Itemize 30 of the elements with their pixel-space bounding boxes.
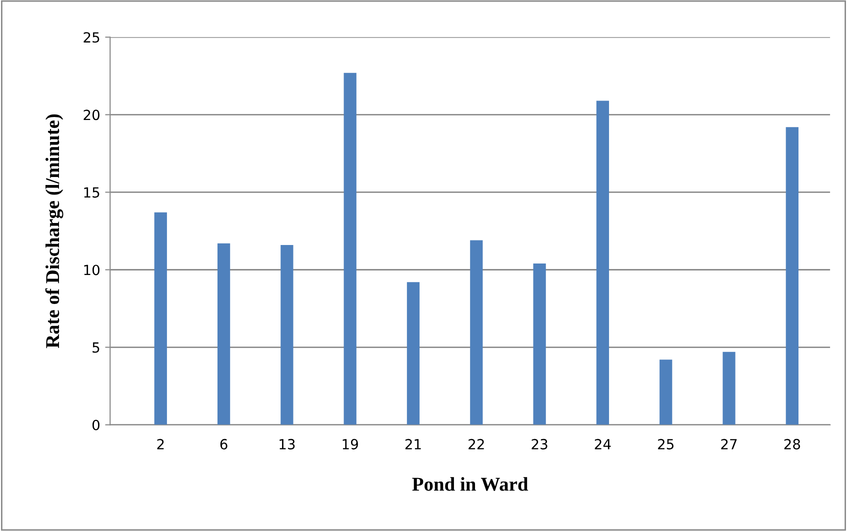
- y-tick-label: 0: [92, 420, 100, 430]
- x-tick-label: 28: [784, 438, 800, 450]
- y-tick-label: 15: [84, 187, 100, 198]
- x-axis-title: Pond in Ward: [412, 477, 528, 491]
- bar: [406, 282, 420, 425]
- bar: [660, 360, 672, 425]
- bar: [344, 72, 356, 425]
- x-tick-label: 27: [721, 438, 737, 450]
- bar: [280, 244, 294, 425]
- bar: [786, 127, 798, 425]
- bar: [596, 100, 610, 425]
- x-tick-label: 6: [220, 438, 228, 450]
- x-tick-label: 22: [468, 438, 484, 450]
- y-tick-label: 25: [84, 32, 100, 43]
- bar: [470, 240, 483, 425]
- x-tick-label: 23: [532, 438, 548, 450]
- bar: [217, 243, 230, 425]
- x-tick-label: 19: [342, 438, 358, 450]
- y-tick-label: 5: [92, 342, 100, 353]
- x-tick-label: 25: [658, 438, 674, 450]
- y-tick-label: 10: [84, 264, 100, 276]
- x-tick-label: 2: [157, 438, 164, 450]
- bar: [722, 352, 736, 425]
- y-tick-label: 20: [84, 110, 100, 120]
- y-axis-title: Rate of Discharge (l/minute): [45, 114, 64, 348]
- x-tick-label: 13: [280, 438, 295, 450]
- x-tick-label: 21: [405, 438, 421, 450]
- bar: [154, 212, 167, 425]
- x-tick-label: 24: [594, 438, 611, 450]
- bar: [533, 264, 546, 425]
